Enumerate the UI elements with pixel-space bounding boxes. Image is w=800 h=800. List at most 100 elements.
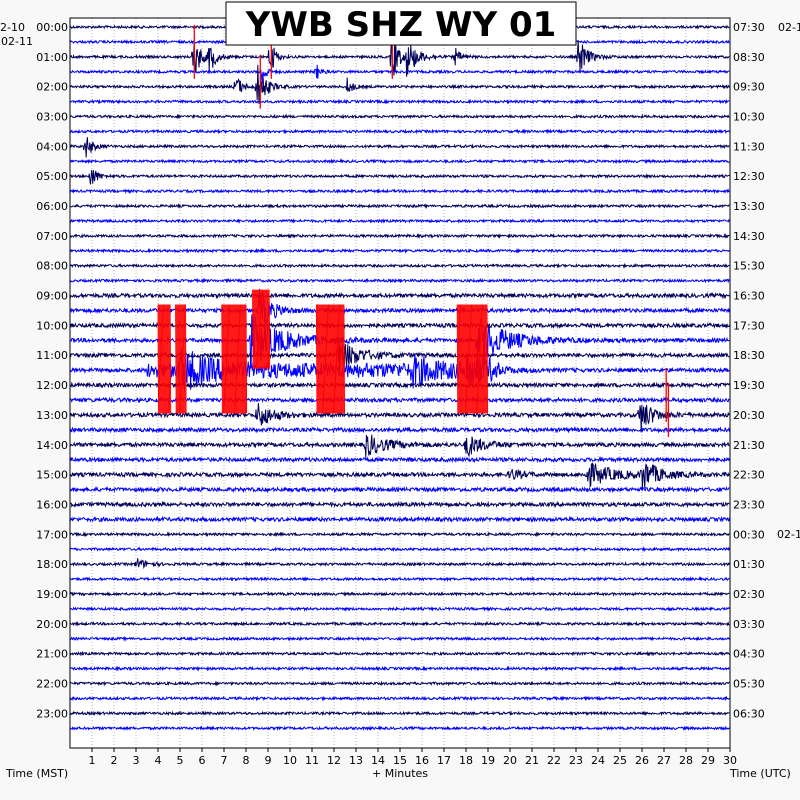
trace-row	[69, 291, 730, 300]
trace-row	[69, 128, 730, 135]
x-tick-label: 7	[221, 754, 228, 767]
trace-row	[69, 635, 730, 642]
trace-row	[69, 531, 730, 538]
right-axis-label: Time (UTC)	[729, 767, 791, 780]
trace-row	[69, 262, 730, 269]
trace-row	[69, 34, 730, 77]
trace-row	[69, 605, 730, 613]
x-tick-label: 9	[265, 754, 272, 767]
left-date-top: 2-10	[0, 21, 25, 34]
x-tick-label: 18	[459, 754, 473, 767]
right-hour-label: 09:30	[733, 81, 765, 94]
left-hour-label: 04:00	[36, 140, 68, 153]
trace-row	[69, 381, 730, 389]
trace-row	[69, 218, 730, 224]
trace-row	[69, 620, 730, 627]
left-hour-label: 23:00	[36, 707, 68, 720]
right-hour-label: 02:30	[733, 588, 765, 601]
trace-row	[69, 64, 730, 84]
trace-row	[69, 158, 730, 165]
right-hour-label: 19:30	[733, 379, 765, 392]
right-hour-label: 04:30	[733, 648, 765, 661]
clipped-signal-block	[157, 304, 172, 414]
trace-row	[69, 113, 730, 120]
right-hour-label: 05:30	[733, 677, 765, 690]
right-hour-label: 11:30	[733, 140, 765, 153]
left-hour-label: 14:00	[36, 439, 68, 452]
trace-row	[69, 434, 730, 458]
clipped-signal-block	[221, 304, 248, 414]
x-tick-label: 20	[503, 754, 517, 767]
x-tick-label: 24	[591, 754, 605, 767]
x-tick-label: 25	[613, 754, 627, 767]
left-hour-labels: 00:00 01:00 02:00 03:00 04:00 05:00 06:00 07:00…	[36, 21, 68, 720]
left-hour-label: 11:00	[36, 349, 68, 362]
trace-row	[69, 650, 730, 657]
left-hour-label: 06:00	[36, 200, 68, 213]
left-hour-label: 02:00	[36, 81, 68, 94]
left-hour-label: 05:00	[36, 170, 68, 183]
left-axis-label: Time (MST)	[5, 767, 68, 780]
chart-title: YWB SHZ WY 01	[245, 5, 557, 45]
x-tick-label: 30	[723, 754, 737, 767]
left-hour-label: 13:00	[36, 409, 68, 422]
right-hour-label: 20:30	[733, 409, 765, 422]
x-tick-label: 17	[437, 754, 451, 767]
x-tick-label: 14	[371, 754, 385, 767]
left-hour-label: 12:00	[36, 379, 68, 392]
x-tick-label: 5	[177, 754, 184, 767]
left-hour-label: 16:00	[36, 498, 68, 511]
left-hour-label: 17:00	[36, 528, 68, 541]
trace-row	[69, 277, 730, 284]
x-tick-label: 27	[657, 754, 671, 767]
trace-row	[69, 591, 730, 597]
trace-row	[69, 680, 730, 687]
x-tick-label: 28	[679, 754, 693, 767]
trace-layer	[69, 23, 730, 732]
left-hour-label: 08:00	[36, 260, 68, 273]
x-tick-label: 15	[393, 754, 407, 767]
x-tick-label: 4	[155, 754, 162, 767]
left-hour-label: 03:00	[36, 111, 68, 124]
x-tick-label: 2	[111, 754, 118, 767]
left-date-second: 02-11	[1, 35, 33, 48]
right-hour-labels: 07:30 08:30 09:30 10:30 11:30 12:30 13:30 14:30…	[733, 21, 765, 720]
trace-row	[69, 64, 730, 104]
trace-row	[69, 500, 730, 509]
clipped-signal-block	[175, 304, 187, 414]
clipped-signal-block	[252, 289, 271, 369]
right-hour-label: 23:30	[733, 498, 765, 511]
x-tick-label: 8	[243, 754, 250, 767]
left-hour-label: 20:00	[36, 618, 68, 631]
left-hour-label: 10:00	[36, 319, 68, 332]
right-date-second: 02-1	[777, 528, 800, 541]
right-hour-label: 03:30	[733, 618, 765, 631]
left-hour-label: 22:00	[36, 677, 68, 690]
left-hour-label: 19:00	[36, 588, 68, 601]
right-hour-label: 22:30	[733, 469, 765, 482]
left-hour-label: 07:00	[36, 230, 68, 243]
right-hour-label: 08:30	[733, 51, 765, 64]
clipped-signal-block	[456, 304, 488, 414]
trace-row	[69, 576, 730, 582]
trace-row	[70, 232, 730, 239]
right-hour-label: 10:30	[733, 111, 765, 124]
right-hour-label: 17:30	[733, 319, 765, 332]
trace-row	[69, 558, 730, 570]
x-tick-label: 10	[283, 754, 297, 767]
trace-row	[69, 710, 730, 717]
x-tick-label: 3	[133, 754, 140, 767]
right-hour-label: 16:30	[733, 290, 765, 303]
left-hour-label: 18:00	[36, 558, 68, 571]
x-tick-label: 6	[199, 754, 206, 767]
trace-row	[69, 725, 730, 732]
left-hour-label: 09:00	[36, 290, 68, 303]
trace-row	[69, 426, 730, 434]
x-tick-label: 26	[635, 754, 649, 767]
right-hour-label: 12:30	[733, 170, 765, 183]
x-tick-label: 23	[569, 754, 583, 767]
trace-row	[69, 203, 730, 210]
right-hour-label: 13:30	[733, 200, 765, 213]
left-hour-label: 15:00	[36, 469, 68, 482]
